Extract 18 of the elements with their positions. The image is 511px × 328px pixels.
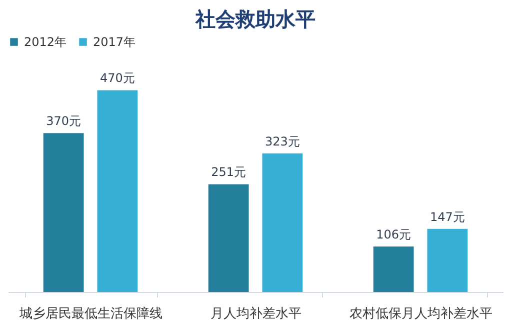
bar — [97, 90, 138, 292]
bar — [43, 133, 84, 292]
bar — [262, 153, 303, 292]
bar — [373, 246, 414, 292]
bar — [427, 228, 468, 292]
data-label: 370元 — [46, 114, 82, 128]
data-label: 147元 — [430, 210, 465, 224]
bar — [208, 184, 249, 292]
chart-title: 社会救助水平 — [194, 7, 316, 31]
data-label: 251元 — [211, 165, 246, 180]
x-tick-label: 月人均补差水平 — [210, 306, 302, 322]
data-label: 470元 — [100, 71, 135, 86]
data-label: 323元 — [264, 134, 300, 148]
legend-label: 2017年 — [93, 35, 136, 49]
data-label: 106元 — [376, 227, 412, 242]
x-tick-label: 农村低保月人均补差水平 — [350, 306, 492, 322]
x-tick-label: 城乡居民最低生活保障线 — [18, 306, 162, 322]
legend-label: 2012年 — [24, 35, 67, 49]
